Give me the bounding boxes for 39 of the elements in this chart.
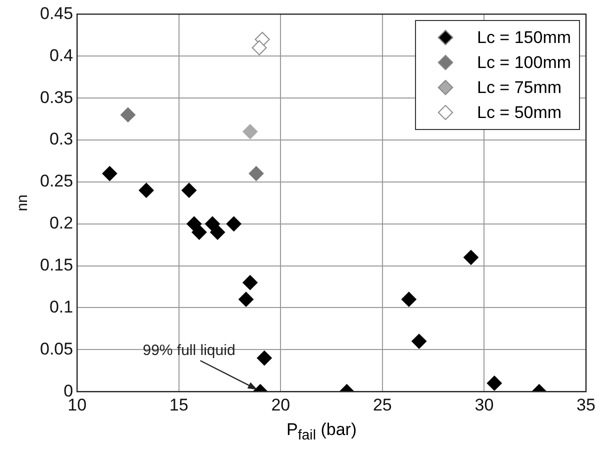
point	[463, 250, 478, 265]
point	[226, 216, 242, 232]
x-tick-label: 30	[474, 395, 494, 414]
y-tick-label: 0.05	[40, 339, 74, 358]
y-tick-label: 0.4	[49, 46, 74, 65]
y-tick-label: 0.1	[49, 297, 74, 316]
y-axis-title: nn	[14, 194, 32, 212]
y-tick-label: 0.45	[40, 4, 74, 23]
point	[248, 166, 264, 182]
point	[120, 107, 136, 122]
point	[486, 376, 502, 391]
point	[238, 292, 254, 307]
y-tick-label: 0.3	[49, 130, 74, 149]
y-tick-label: 0.2	[49, 214, 74, 233]
point	[242, 124, 258, 140]
x-tick-label: 15	[169, 395, 188, 414]
legend-label: Lc = 75mm	[477, 78, 562, 98]
point	[252, 40, 267, 56]
point	[102, 166, 118, 182]
y-tick-label: 0.15	[40, 255, 74, 274]
point	[412, 334, 427, 349]
x-tick-label: 35	[576, 395, 596, 414]
point	[401, 292, 416, 307]
point	[182, 182, 197, 198]
point	[138, 182, 154, 198]
legend-label: Lc = 150mm	[477, 28, 572, 48]
y-tick-label: 0.25	[40, 172, 74, 191]
x-tick-label: 25	[372, 395, 392, 414]
legend-label: Lc = 50mm	[477, 102, 562, 123]
point	[204, 216, 220, 232]
point	[256, 350, 272, 366]
x-tick-label: 20	[271, 395, 290, 414]
point	[242, 275, 258, 290]
annotation: 99% full liquid	[142, 342, 236, 360]
point	[192, 224, 207, 240]
x-axis-title: P$_{fail}$ (bar)	[286, 420, 357, 443]
legend-label: Lc = 100mm	[477, 52, 572, 73]
y-tick-label: 0.35	[40, 88, 74, 107]
point	[210, 224, 226, 240]
